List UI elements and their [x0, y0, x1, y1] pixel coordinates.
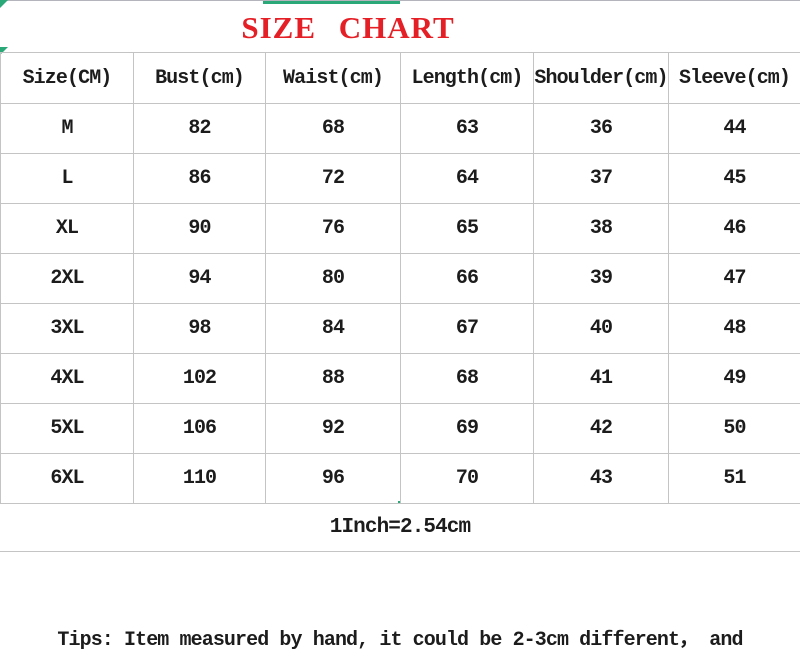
cell-value: 84	[265, 303, 401, 354]
cell-value: 102	[133, 353, 266, 404]
table-row: M 82 68 63 36 44	[0, 103, 800, 154]
header-row: Size(CM) Bust(cm) Waist(cm) Length(cm) S…	[0, 52, 800, 104]
cell-value: 65	[400, 203, 534, 254]
cell-value: 40	[533, 303, 669, 354]
cell-value: 39	[533, 253, 669, 304]
cell-value: 69	[400, 403, 534, 454]
selected-column-highlight	[263, 1, 400, 4]
cell-value: 41	[533, 353, 669, 404]
cell-value: 68	[265, 103, 401, 154]
cell-size: 3XL	[0, 303, 134, 354]
tips-line: Tips: Item measured by hand, it could be…	[57, 629, 743, 652]
cell-value: 50	[668, 403, 800, 454]
cell-value: 63	[400, 103, 534, 154]
cell-value: 76	[265, 203, 401, 254]
header-bust: Bust(cm)	[133, 52, 266, 104]
cell-value: 44	[668, 103, 800, 154]
cell-value: 94	[133, 253, 266, 304]
cell-value: 42	[533, 403, 669, 454]
header-shoulder: Shoulder(cm)	[533, 52, 669, 104]
cell-size: 5XL	[0, 403, 134, 454]
top-edge-line	[0, 0, 800, 1]
cell-value: 43	[533, 453, 669, 504]
header-size: Size(CM)	[0, 52, 134, 104]
tips-text: Tips: Item measured by hand, it could be…	[0, 576, 800, 670]
fill-handle[interactable]	[397, 500, 400, 503]
size-chart-table: Size(CM) Bust(cm) Waist(cm) Length(cm) S…	[0, 52, 800, 504]
cell-value: 51	[668, 453, 800, 504]
cell-size: XL	[0, 203, 134, 254]
corner-triangle-icon	[0, 0, 8, 8]
cell-value: 98	[133, 303, 266, 354]
cell-value: 67	[400, 303, 534, 354]
cell-value: 68	[400, 353, 534, 404]
selected-cell[interactable]: 96	[265, 453, 401, 504]
cell-value: 46	[668, 203, 800, 254]
cell-value: 70	[400, 453, 534, 504]
table-row: 4XL 102 88 68 41 49	[0, 353, 800, 404]
cell-value: 66	[400, 253, 534, 304]
table-row: 3XL 98 84 67 40 48	[0, 303, 800, 354]
cell-value: 49	[668, 353, 800, 404]
cell-value: 82	[133, 103, 266, 154]
cell-size: 4XL	[0, 353, 134, 404]
header-sleeve: Sleeve(cm)	[668, 52, 800, 104]
page-title: SIZE CHART	[241, 10, 455, 45]
cell-value: 90	[133, 203, 266, 254]
table-row: 5XL 106 92 69 42 50	[0, 403, 800, 454]
cell-value: 88	[265, 353, 401, 404]
cell-value: 37	[533, 153, 669, 204]
header-waist: Waist(cm)	[265, 52, 401, 104]
cell-value: 64	[400, 153, 534, 204]
cell-value: 72	[265, 153, 401, 204]
cell-value: 80	[265, 253, 401, 304]
cell-value: 86	[133, 153, 266, 204]
cell-value: 38	[533, 203, 669, 254]
table-row: L 86 72 64 37 45	[0, 153, 800, 204]
cell-value: 47	[668, 253, 800, 304]
corner-triangle-icon	[0, 47, 8, 55]
cell-value: 36	[533, 103, 669, 154]
table-row: 6XL 110 96 70 43 51	[0, 453, 800, 504]
cell-size: 2XL	[0, 253, 134, 304]
cell-value: 106	[133, 403, 266, 454]
inch-conversion-note: 1Inch=2.54cm	[0, 503, 800, 552]
cell-value: 45	[668, 153, 800, 204]
cell-value: 92	[265, 403, 401, 454]
table-row: 2XL 94 80 66 39 47	[0, 253, 800, 304]
cell-size: 6XL	[0, 453, 134, 504]
cell-size: L	[0, 153, 134, 204]
table-row: XL 90 76 65 38 46	[0, 203, 800, 254]
cell-value: 48	[668, 303, 800, 354]
cell-value: 110	[133, 453, 266, 504]
cell-size: M	[0, 103, 134, 154]
header-length: Length(cm)	[400, 52, 534, 104]
